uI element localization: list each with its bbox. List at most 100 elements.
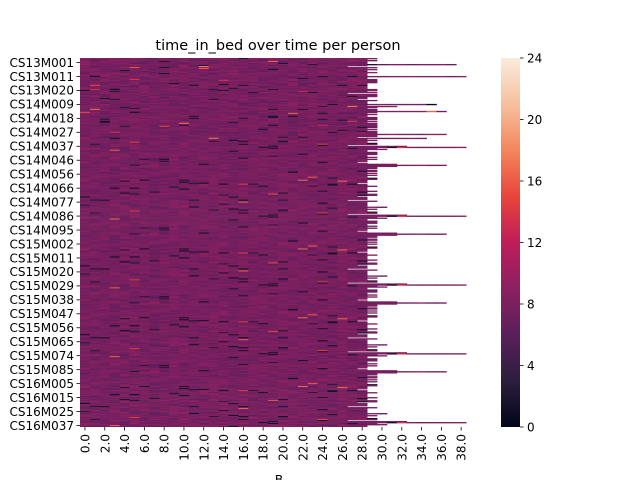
heatmap-cell — [228, 86, 239, 89]
heatmap-cell — [258, 83, 269, 86]
heatmap-cell — [287, 64, 299, 67]
heatmap-row — [80, 81, 378, 84]
heatmap-cell — [307, 58, 318, 60]
heatmap-cell — [129, 162, 140, 165]
heatmap-cell — [99, 107, 111, 110]
heatmap-cell — [109, 80, 120, 83]
heatmap-cell — [248, 165, 259, 168]
heatmap-cell — [228, 87, 239, 90]
heatmap-cell — [228, 63, 239, 66]
heatmap-cell — [80, 58, 91, 60]
heatmap-cell — [248, 103, 259, 106]
heatmap-cell — [149, 117, 160, 120]
heatmap-cell — [149, 92, 160, 95]
heatmap-cell — [268, 153, 279, 156]
heatmap-cell — [119, 116, 130, 119]
heatmap-cell — [188, 109, 200, 112]
heatmap-cell — [297, 89, 309, 92]
heatmap-cell — [278, 84, 289, 87]
heatmap-cell — [327, 124, 338, 127]
heatmap-cell — [149, 141, 160, 144]
heatmap-cell — [169, 129, 180, 132]
heatmap-cell — [119, 98, 130, 101]
heatmap-cell — [228, 92, 239, 95]
heatmap-cell — [159, 166, 170, 169]
heatmap-cell — [327, 106, 338, 109]
heatmap-cell — [139, 123, 150, 126]
heatmap-cell — [268, 99, 279, 102]
heatmap-cell — [456, 215, 467, 217]
heatmap-cell — [386, 145, 398, 148]
heatmap-cell — [297, 96, 309, 99]
heatmap-cell — [357, 149, 368, 152]
heatmap-cell — [119, 90, 130, 93]
heatmap-cell — [278, 132, 289, 135]
heatmap-cell — [188, 65, 200, 68]
heatmap-cell — [119, 88, 130, 91]
heatmap-cell — [278, 125, 289, 128]
heatmap-cell — [89, 58, 101, 60]
heatmap-cell — [367, 113, 378, 116]
heatmap-cell — [139, 98, 150, 101]
heatmap-cell — [179, 143, 190, 146]
heatmap-cell — [307, 163, 318, 166]
heatmap-cell — [208, 144, 219, 147]
heatmap-cell — [218, 132, 229, 135]
heatmap-cell — [99, 112, 111, 115]
heatmap-cell — [337, 122, 348, 125]
heatmap-cell — [159, 132, 170, 135]
heatmap-cell — [80, 111, 91, 114]
heatmap-cell — [139, 101, 150, 104]
heatmap-cell — [149, 94, 160, 97]
heatmap-cell — [188, 80, 200, 83]
heatmap-cell — [99, 120, 111, 123]
heatmap-cell — [307, 128, 318, 131]
heatmap-cell — [208, 99, 219, 102]
heatmap-cell — [198, 81, 210, 84]
heatmap-cell — [179, 104, 190, 107]
heatmap-cell — [268, 129, 279, 132]
heatmap-cell — [179, 126, 190, 129]
heatmap-cell — [198, 107, 210, 110]
heatmap-cell — [169, 124, 180, 127]
heatmap-cell — [228, 157, 239, 160]
heatmap-cell — [129, 111, 140, 114]
heatmap-cell — [446, 146, 457, 149]
heatmap-cell — [248, 160, 259, 163]
heatmap-cell — [297, 128, 309, 131]
heatmap-cell — [129, 102, 140, 105]
heatmap-cell — [89, 155, 101, 158]
heatmap-cell — [278, 109, 289, 112]
heatmap-cell — [80, 80, 91, 83]
heatmap-cell — [80, 155, 91, 158]
heatmap-cell — [297, 107, 309, 110]
heatmap-cell — [248, 60, 259, 63]
heatmap-cell — [258, 131, 269, 134]
heatmap-cell — [337, 102, 348, 105]
heatmap-cell — [278, 103, 289, 106]
heatmap-cell — [149, 89, 160, 92]
heatmap-cell — [89, 128, 101, 131]
heatmap-cell — [307, 94, 318, 97]
heatmap-cell — [159, 123, 170, 126]
heatmap-cell — [188, 160, 200, 163]
heatmap-cell — [347, 158, 358, 161]
heatmap-cell — [218, 76, 229, 79]
heatmap-cell — [307, 97, 318, 100]
heatmap-cell — [89, 109, 101, 112]
heatmap-cell — [198, 147, 210, 150]
heatmap-cell — [357, 134, 368, 137]
heatmap-cell — [278, 76, 289, 79]
heatmap-cell — [287, 132, 299, 135]
heatmap-cell — [307, 85, 318, 88]
heatmap-cell — [386, 133, 398, 136]
heatmap-cell — [228, 97, 239, 100]
heatmap-cell — [287, 91, 299, 94]
heatmap-cell — [80, 119, 91, 122]
heatmap-cell — [228, 61, 239, 64]
heatmap-cell — [149, 110, 160, 113]
heatmap-cell — [238, 135, 249, 138]
heatmap-cell — [317, 95, 328, 98]
heatmap-cell — [347, 149, 358, 152]
heatmap-cell — [297, 130, 309, 133]
